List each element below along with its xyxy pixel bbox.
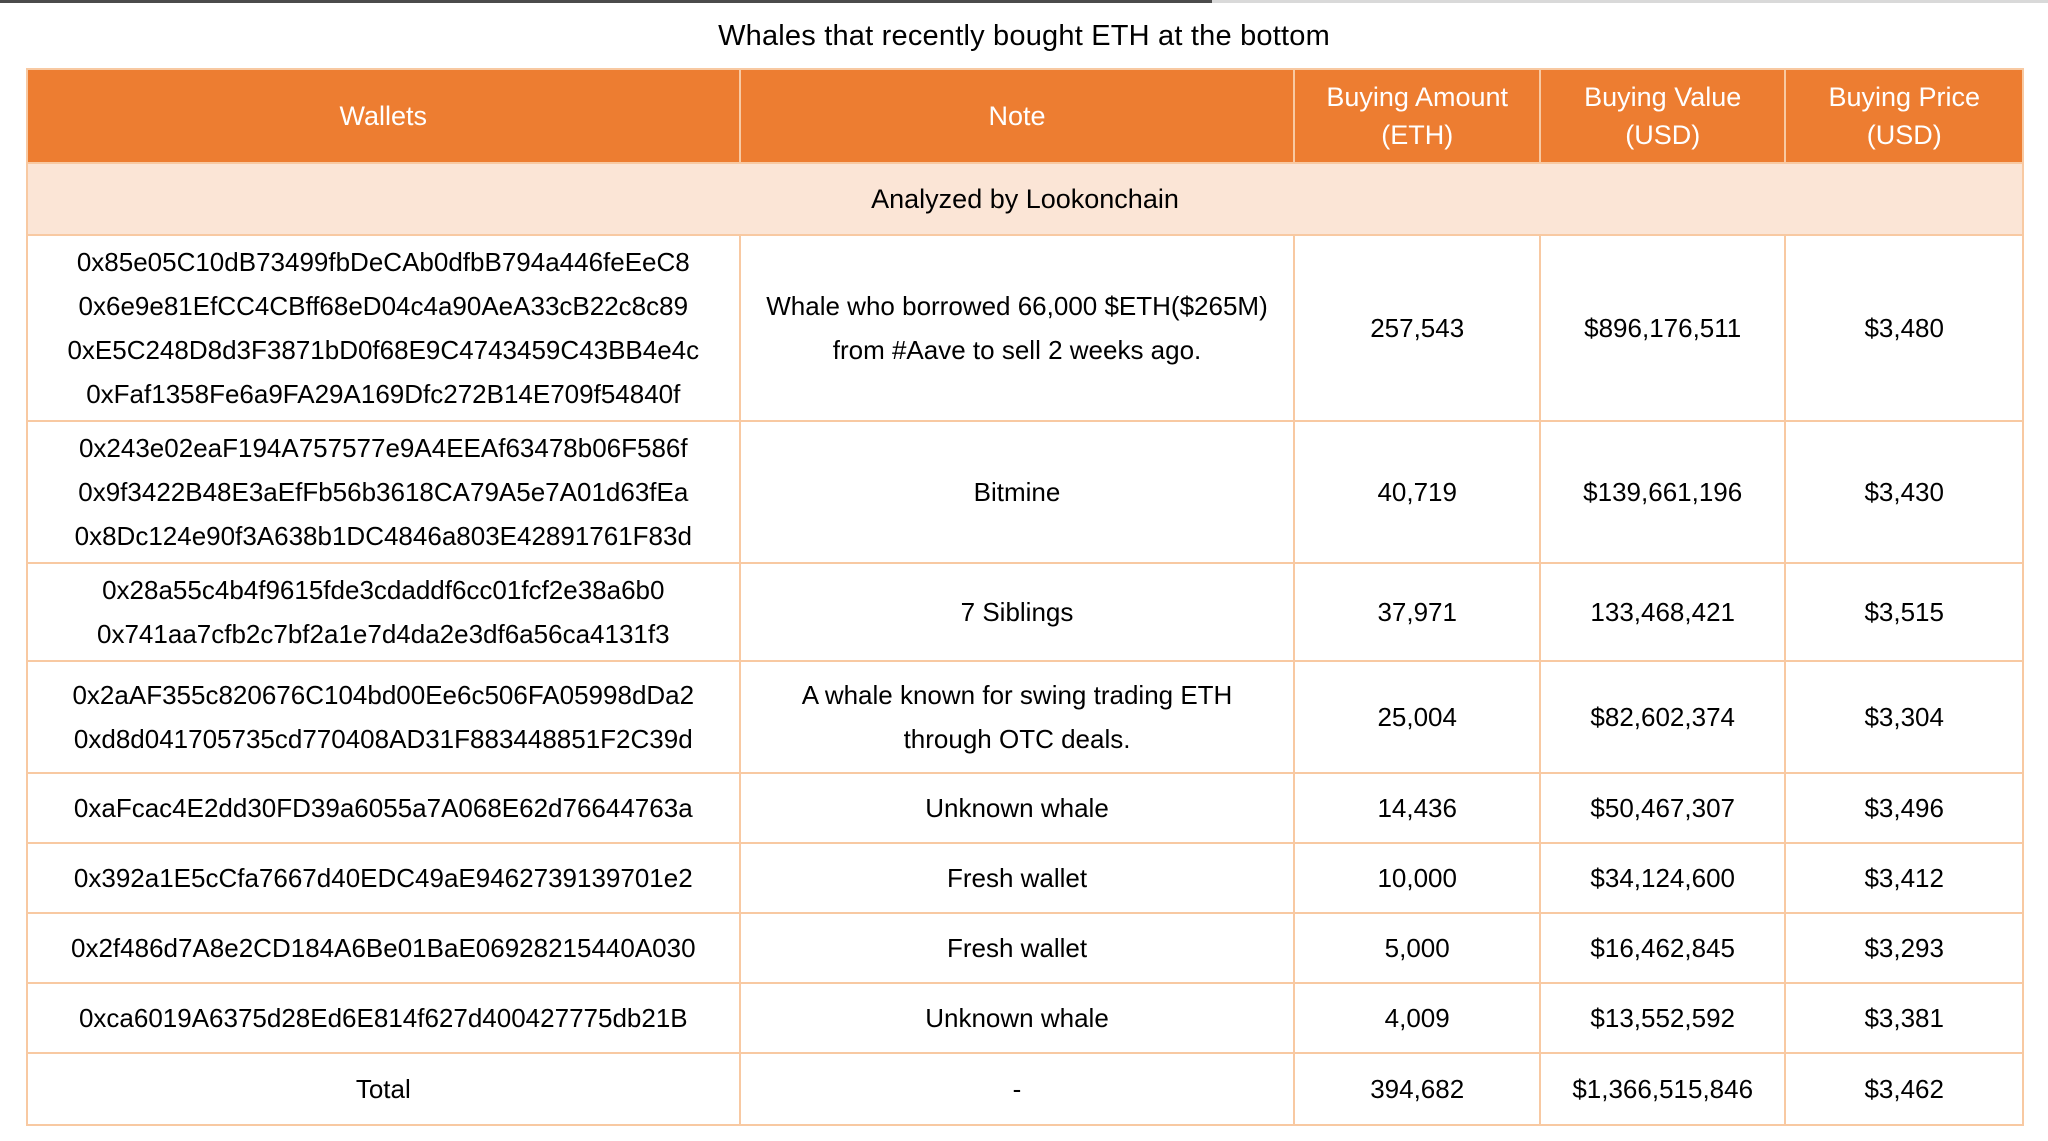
buying-value-cell: $13,552,592 xyxy=(1538,982,1787,1054)
wallet-address: 0x85e05C10dB73499fbDeCAb0dfbB794a446feEe… xyxy=(76,247,690,277)
wallets-cell: 0x85e05C10dB73499fbDeCAb0dfbB794a446feEe… xyxy=(26,234,741,422)
wallet-address: 0x6e9e81EfCC4CBff68eD04c4a90AeA33cB22c8c… xyxy=(78,291,689,321)
wallet-address: 0x392a1E5cCfa7667d40EDC49aE9462739139701… xyxy=(73,863,693,893)
wallets-cell: 0x28a55c4b4f9615fde3cdaddf6cc01fcf2e38a6… xyxy=(26,562,741,662)
header-cell-buying-value: Buying Value (USD) xyxy=(1538,68,1787,164)
note-cell: Fresh wallet xyxy=(738,842,1296,914)
buying-value-cell: $50,467,307 xyxy=(1538,772,1787,844)
header-label: Buying Price xyxy=(1828,82,1981,112)
note-cell: Bitmine xyxy=(738,420,1296,564)
table-row: 0x2f486d7A8e2CD184A6Be01BaE06928215440A0… xyxy=(26,912,2024,984)
wallets-cell: 0x243e02eaF194A757577e9A4EEAf63478b06F58… xyxy=(26,420,741,564)
buying-amount-cell: 37,971 xyxy=(1293,562,1541,662)
buying-price-cell: $3,480 xyxy=(1784,234,2024,422)
header-cell-wallets: Wallets xyxy=(26,68,741,164)
buying-price-cell: $3,430 xyxy=(1784,420,2024,564)
header-label: Note xyxy=(988,101,1046,131)
analyzed-by-row: Analyzed by Lookonchain xyxy=(26,162,2024,236)
header-label: Buying Amount xyxy=(1326,82,1509,112)
buying-price-cell: $3,496 xyxy=(1784,772,2024,844)
table-row: 0x243e02eaF194A757577e9A4EEAf63478b06F58… xyxy=(26,420,2024,564)
page-title: Whales that recently bought ETH at the b… xyxy=(718,20,1330,52)
buying-value-cell: $16,462,845 xyxy=(1538,912,1787,984)
wallet-address: 0xd8d041705735cd770408AD31F883448851F2C3… xyxy=(73,724,693,754)
header-label: Buying Value xyxy=(1584,82,1742,112)
note-cell: Unknown whale xyxy=(738,772,1296,844)
wallet-address: 0x8Dc124e90f3A638b1DC4846a803E42891761F8… xyxy=(74,521,692,551)
header-cell-buying-price: Buying Price (USD) xyxy=(1784,68,2024,164)
note-cell: 7 Siblings xyxy=(738,562,1296,662)
buying-price-cell: $3,381 xyxy=(1784,982,2024,1054)
buying-amount-cell: 257,543 xyxy=(1293,234,1541,422)
total-row: Total - 394,682 $1,366,515,846 $3,462 xyxy=(26,1052,2024,1126)
wallet-address: 0x9f3422B48E3aEfFb56b3618CA79A5e7A01d63f… xyxy=(78,477,689,507)
buying-value-cell: 133,468,421 xyxy=(1538,562,1787,662)
buying-amount-cell: 5,000 xyxy=(1293,912,1541,984)
total-note-cell: - xyxy=(738,1052,1296,1126)
wallets-cell: 0x2aAF355c820676C104bd00Ee6c506FA05998dD… xyxy=(26,660,741,774)
analyzed-by-cell: Analyzed by Lookonchain xyxy=(26,162,2024,236)
note-text: Whale who borrowed 66,000 $ETH($265M) xyxy=(766,291,1268,321)
window-edge-dark xyxy=(0,0,1212,3)
window-edge-light xyxy=(1212,0,2048,3)
note-text: Bitmine xyxy=(973,477,1061,507)
wallet-address: 0xaFcac4E2dd30FD39a6055a7A068E62d7664476… xyxy=(73,793,693,823)
table-row: 0x392a1E5cCfa7667d40EDC49aE9462739139701… xyxy=(26,842,2024,914)
wallet-address: 0x2aAF355c820676C104bd00Ee6c506FA05998dD… xyxy=(72,680,695,710)
total-value-cell: $1,366,515,846 xyxy=(1538,1052,1787,1126)
wallets-cell: 0x2f486d7A8e2CD184A6Be01BaE06928215440A0… xyxy=(26,912,741,984)
header-sub-label: (USD) xyxy=(1866,120,1942,150)
note-text: A whale known for swing trading ETH xyxy=(801,680,1233,710)
table-row: 0x85e05C10dB73499fbDeCAb0dfbB794a446feEe… xyxy=(26,234,2024,422)
buying-price-cell: $3,412 xyxy=(1784,842,2024,914)
header-label: Wallets xyxy=(339,101,428,131)
table-row: 0x2aAF355c820676C104bd00Ee6c506FA05998dD… xyxy=(26,660,2024,774)
wallet-address: 0x243e02eaF194A757577e9A4EEAf63478b06F58… xyxy=(78,433,688,463)
buying-price-cell: $3,304 xyxy=(1784,660,2024,774)
buying-amount-cell: 4,009 xyxy=(1293,982,1541,1054)
header-cell-buying-amount: Buying Amount (ETH) xyxy=(1293,68,1541,164)
header-sub-label: (ETH) xyxy=(1381,120,1454,150)
total-amount-cell: 394,682 xyxy=(1293,1052,1541,1126)
note-text: Fresh wallet xyxy=(946,863,1088,893)
total-label-cell: Total xyxy=(26,1052,741,1126)
wallet-address: 0xE5C248D8d3F3871bD0f68E9C4743459C43BB4e… xyxy=(67,335,700,365)
wallet-address: 0x741aa7cfb2c7bf2a1e7d4da2e3df6a56ca4131… xyxy=(97,619,670,649)
buying-value-cell: $82,602,374 xyxy=(1538,660,1787,774)
note-cell: A whale known for swing trading ETH thro… xyxy=(738,660,1296,774)
note-cell: Unknown whale xyxy=(738,982,1296,1054)
buying-amount-cell: 14,436 xyxy=(1293,772,1541,844)
whales-table: Wallets Note Buying Amount (ETH) Buying … xyxy=(26,68,2024,1126)
buying-amount-cell: 40,719 xyxy=(1293,420,1541,564)
note-text: 7 Siblings xyxy=(960,597,1074,627)
buying-value-cell: $34,124,600 xyxy=(1538,842,1787,914)
wallets-cell: 0xca6019A6375d28Ed6E814f627d400427775db2… xyxy=(26,982,741,1054)
table-header-row: Wallets Note Buying Amount (ETH) Buying … xyxy=(26,68,2024,164)
wallets-cell: 0x392a1E5cCfa7667d40EDC49aE9462739139701… xyxy=(26,842,741,914)
note-cell: Fresh wallet xyxy=(738,912,1296,984)
total-price-cell: $3,462 xyxy=(1784,1052,2024,1126)
note-text: Unknown whale xyxy=(925,1003,1109,1033)
wallet-address: 0xFaf1358Fe6a9FA29A169Dfc272B14E709f5484… xyxy=(86,379,681,409)
header-cell-note: Note xyxy=(738,68,1296,164)
buying-price-cell: $3,293 xyxy=(1784,912,2024,984)
wallet-address: 0xca6019A6375d28Ed6E814f627d400427775db2… xyxy=(78,1003,688,1033)
buying-value-cell: $139,661,196 xyxy=(1538,420,1787,564)
table-row: 0x28a55c4b4f9615fde3cdaddf6cc01fcf2e38a6… xyxy=(26,562,2024,662)
table-row: 0xaFcac4E2dd30FD39a6055a7A068E62d7664476… xyxy=(26,772,2024,844)
note-text: Unknown whale xyxy=(925,793,1109,823)
note-cell: Whale who borrowed 66,000 $ETH($265M) fr… xyxy=(738,234,1296,422)
wallet-address: 0x2f486d7A8e2CD184A6Be01BaE06928215440A0… xyxy=(71,933,696,963)
note-text: Fresh wallet xyxy=(946,933,1088,963)
table-row: 0xca6019A6375d28Ed6E814f627d400427775db2… xyxy=(26,982,2024,1054)
header-sub-label: (USD) xyxy=(1625,120,1701,150)
note-text: through OTC deals. xyxy=(903,724,1131,754)
buying-price-cell: $3,515 xyxy=(1784,562,2024,662)
buying-amount-cell: 10,000 xyxy=(1293,842,1541,914)
note-text: from #Aave to sell 2 weeks ago. xyxy=(832,335,1202,365)
wallet-address: 0x28a55c4b4f9615fde3cdaddf6cc01fcf2e38a6… xyxy=(102,575,665,605)
buying-amount-cell: 25,004 xyxy=(1293,660,1541,774)
buying-value-cell: $896,176,511 xyxy=(1538,234,1787,422)
wallets-cell: 0xaFcac4E2dd30FD39a6055a7A068E62d7664476… xyxy=(26,772,741,844)
